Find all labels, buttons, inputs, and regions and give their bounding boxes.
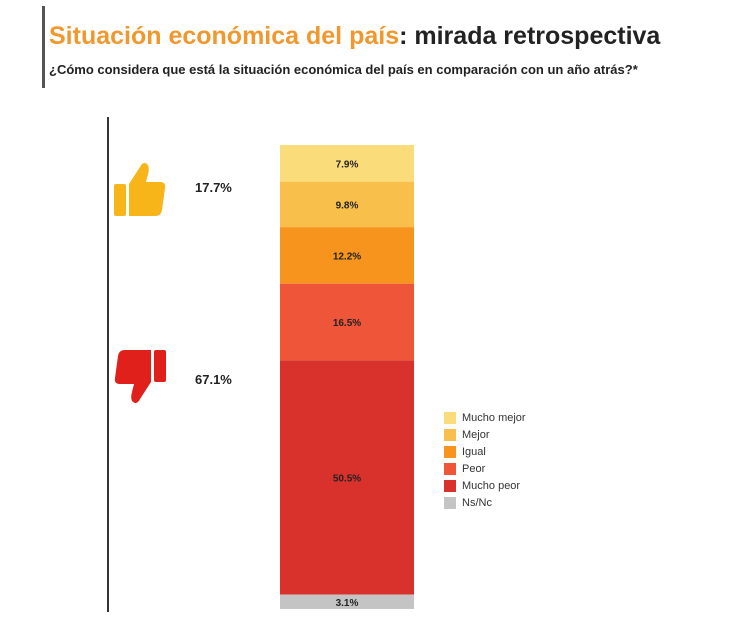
negative-total: 67.1%: [195, 372, 232, 387]
legend-label: Peor: [462, 462, 486, 475]
legend-label: Ns/Nc: [462, 496, 492, 509]
bar-label-4: 50.5%: [333, 473, 361, 484]
legend-swatch: [444, 411, 456, 424]
title-accent-bar: [42, 6, 45, 88]
title-rest: : mirada retrospectiva: [399, 22, 661, 50]
legend-label: Mucho mejor: [462, 411, 526, 424]
chart-legend: Mucho mejor Mejor Igual Peor Mucho peor Ns/Nc: [444, 409, 526, 511]
legend-swatch: [444, 445, 456, 458]
bar-label-3: 16.5%: [333, 318, 361, 329]
legend-item-5: Ns/Nc: [444, 494, 526, 511]
legend-swatch: [444, 479, 456, 492]
legend-label: Igual: [462, 445, 486, 458]
page-subtitle: ¿Cómo considera que está la situación ec…: [49, 62, 638, 77]
legend-swatch: [444, 428, 456, 441]
thumbs-up-icon: [114, 163, 166, 216]
legend-item-2: Igual: [444, 443, 526, 460]
legend-swatch: [444, 462, 456, 475]
bar-label-5: 3.1%: [336, 598, 359, 609]
bar-segment-2: [280, 227, 414, 284]
vertical-divider: [107, 117, 109, 612]
bar-segment-0: [280, 145, 414, 182]
legend-label: Mejor: [462, 428, 490, 441]
page-title: Situación económica del país: mirada ret…: [49, 22, 660, 51]
legend-item-3: Peor: [444, 460, 526, 477]
bar-label-1: 9.8%: [336, 200, 359, 211]
bar-label-2: 12.2%: [333, 251, 361, 262]
legend-item-4: Mucho peor: [444, 477, 526, 494]
title-accent: Situación económica del país: [49, 22, 400, 50]
bar-segment-3: [280, 283, 414, 361]
positive-total: 17.7%: [195, 180, 232, 195]
legend-item-1: Mejor: [444, 426, 526, 443]
legend-swatch: [444, 496, 456, 509]
bar-segment-4: [280, 360, 414, 595]
legend-label: Mucho peor: [462, 479, 521, 492]
stacked-bar-chart: 7.9% 9.8% 12.2% 16.5% 50.5% 3.1%: [280, 145, 414, 609]
bar-segment-5: [280, 594, 414, 609]
legend-item-0: Mucho mejor: [444, 409, 526, 426]
thumbs-down-icon: [114, 350, 166, 403]
bar-segment-1: [280, 181, 414, 228]
bar-label-0: 7.9%: [336, 159, 359, 170]
